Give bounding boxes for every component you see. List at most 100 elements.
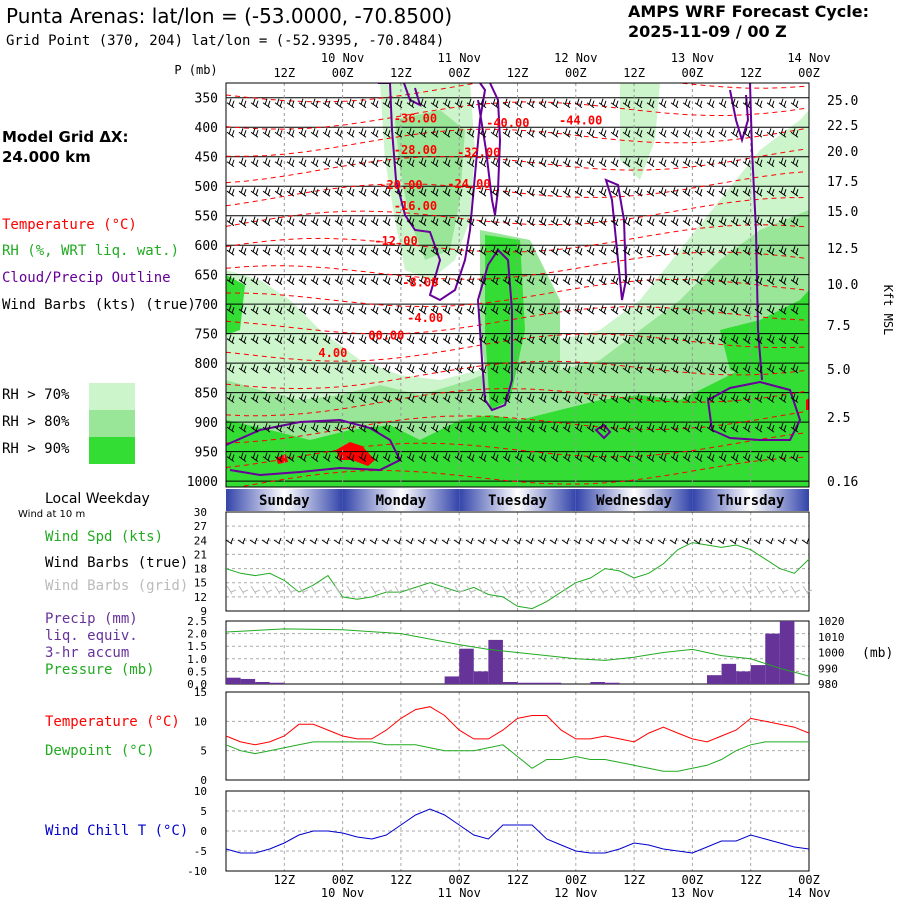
wind-barb (562, 452, 571, 463)
wind-barb (634, 363, 643, 374)
wind-barb (226, 187, 235, 197)
wind-barb (706, 275, 715, 286)
wind-barb (322, 216, 331, 227)
wind-barb (574, 363, 583, 374)
top-hour-tick: 00Z (332, 66, 354, 80)
wind-barb (766, 422, 775, 433)
wind-barb (346, 157, 355, 168)
wind-barb (274, 128, 283, 138)
wind-barb (490, 216, 499, 227)
wind-barb (322, 157, 331, 168)
wind-barb (646, 157, 655, 168)
wind-barb (262, 216, 271, 227)
wind-barb-true (525, 537, 534, 545)
wind-barb (574, 157, 583, 168)
wind-barb (310, 98, 319, 109)
top-hour-tick: 00Z (682, 66, 704, 80)
wind-barb-grid (262, 585, 273, 595)
wind-barb (310, 275, 319, 286)
wind-barb (334, 187, 343, 197)
wind-barb (550, 216, 559, 227)
wind-barb-grid (442, 585, 453, 595)
wind-barb (454, 334, 463, 345)
legend-rh: RH (%, WRT liq. wat.) (2, 243, 180, 259)
forecast-cycle-value: 2025-11-09 / 00 Z (628, 22, 787, 41)
rh-area-8 (226, 275, 245, 335)
wind-barb (538, 275, 547, 286)
wind-barb-true (345, 537, 354, 545)
wind-barb (262, 157, 271, 168)
precip-bar (517, 682, 533, 684)
wind-barb (490, 452, 499, 463)
wind-barb (478, 393, 487, 404)
wind-barb-true (381, 537, 390, 545)
wind-barb (550, 275, 559, 286)
wind-barb (418, 246, 427, 256)
wind-barb (658, 216, 667, 227)
wind-barb (790, 393, 799, 404)
wind-barb (778, 422, 787, 433)
panel-ytick: 24 (194, 534, 208, 547)
wind-barb (562, 98, 571, 109)
rh-area-9 (720, 290, 809, 380)
isotherm-14 (226, 432, 807, 468)
panel-ytick: -10 (187, 865, 207, 878)
wind-barb (298, 275, 307, 286)
wind-barb (754, 393, 763, 404)
wind-barb (250, 452, 259, 463)
wind-barb (670, 452, 679, 463)
wind-barb (730, 363, 739, 374)
wind-barb (646, 363, 655, 374)
wind-barb (478, 187, 487, 197)
isotherm-9 (226, 306, 807, 335)
wind-chill-label: Wind Chill T (°C) (45, 823, 189, 839)
wind-barb (670, 305, 679, 315)
wind-barb (766, 128, 775, 138)
wind-barb (262, 305, 271, 315)
wind-barb (442, 216, 451, 227)
wind-barb (274, 275, 283, 286)
bottom-date-tick: 12 Nov (554, 886, 597, 900)
wind-barb (406, 98, 415, 109)
wind-barb (418, 216, 427, 227)
isotherm-15 (235, 456, 807, 487)
wind-barb (370, 128, 379, 138)
wind-barb (250, 187, 259, 197)
wind-barb (646, 275, 655, 286)
wind-barb-grid (490, 585, 501, 595)
wind-barb (526, 216, 535, 227)
wind-barb (598, 246, 607, 256)
wind-barb (370, 422, 379, 433)
wind-barb (298, 452, 307, 463)
wind-barb (562, 216, 571, 227)
precip-bar (546, 682, 562, 684)
wind-barb (634, 157, 643, 168)
wind-barb (778, 157, 787, 168)
wind-barb (574, 393, 583, 404)
top-hour-tick: 12Z (507, 66, 529, 80)
wind-barb (370, 246, 379, 256)
wind-barb-grid (514, 585, 525, 595)
wind-barb (286, 452, 295, 463)
bottom-hour-tick: 00Z (332, 873, 354, 887)
wind-barb (358, 334, 367, 345)
grid-spacing-label: Model Grid ΔX: (2, 128, 129, 146)
wind-barb (358, 157, 367, 168)
pressure-tick: 1020 (818, 615, 845, 628)
wind-barb (598, 393, 607, 404)
wind-barb (502, 393, 511, 404)
wind-barb (526, 305, 535, 315)
wind-barb (622, 128, 631, 138)
wind-barb-true (609, 537, 618, 545)
wind-barb (334, 275, 343, 286)
wind-barb (406, 452, 415, 463)
wind-barb (682, 98, 691, 109)
wind-barb (634, 98, 643, 109)
wind-barb (718, 128, 727, 138)
wind-barb (778, 393, 787, 404)
wind-barb (610, 216, 619, 227)
wind-barb (754, 452, 763, 463)
wind-barb-true (489, 537, 498, 545)
wind-barb (706, 334, 715, 345)
isotherm-label-8: 4.00 (318, 346, 347, 360)
